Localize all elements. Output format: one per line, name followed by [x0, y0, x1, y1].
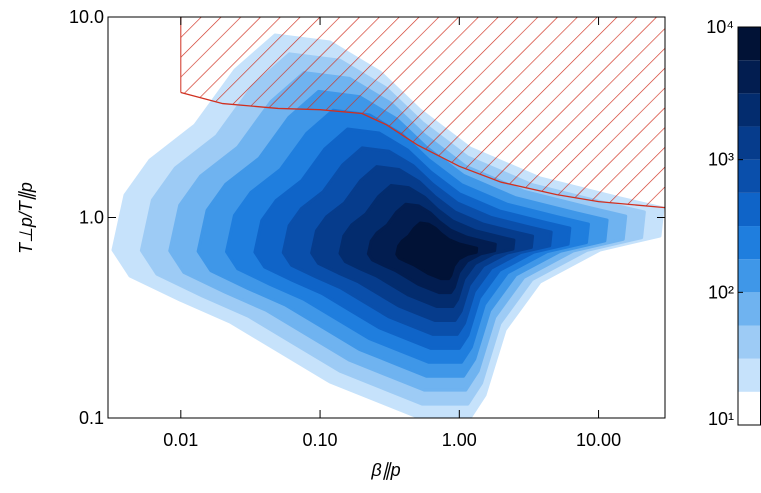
- colorbar-tick-label: 10¹: [708, 409, 734, 429]
- colorbar-tick-label: 10⁴: [706, 17, 734, 37]
- colorbar-band: [738, 159, 761, 193]
- colorbar-band: [738, 192, 761, 227]
- y-tick-label: 0.1: [79, 408, 104, 428]
- threshold-layer: [180, 17, 665, 209]
- x-tick-label: 10.00: [576, 430, 621, 450]
- colorbar-tick-label: 10²: [708, 282, 734, 302]
- colorbar-band: [738, 126, 761, 160]
- x-tick-label: 0.01: [163, 430, 198, 450]
- colorbar-band: [738, 292, 761, 326]
- colorbar-band: [738, 60, 761, 94]
- x-tick-label: 1.00: [442, 430, 477, 450]
- y-tick-label: 10.0: [69, 7, 104, 27]
- x-axis-label: β∥p: [370, 460, 400, 480]
- x-tick-label: 0.10: [303, 430, 338, 450]
- colorbar-band: [738, 259, 761, 293]
- colorbar-band: [738, 226, 761, 260]
- y-axis-label: T⊥p/T∥p: [16, 182, 36, 254]
- threshold-curve: [180, 91, 665, 209]
- colorbar-band: [738, 325, 761, 359]
- y-tick-label: 1.0: [79, 208, 104, 228]
- colorbar-band: [738, 93, 761, 127]
- hatched-region: [180, 17, 665, 208]
- colorbar-band: [738, 358, 761, 392]
- colorbar-band: [738, 391, 761, 425]
- contour-region: [395, 221, 479, 281]
- colorbar-tick-label: 10³: [708, 150, 734, 170]
- colorbar-band: [738, 27, 761, 61]
- contour-layer: [111, 33, 665, 418]
